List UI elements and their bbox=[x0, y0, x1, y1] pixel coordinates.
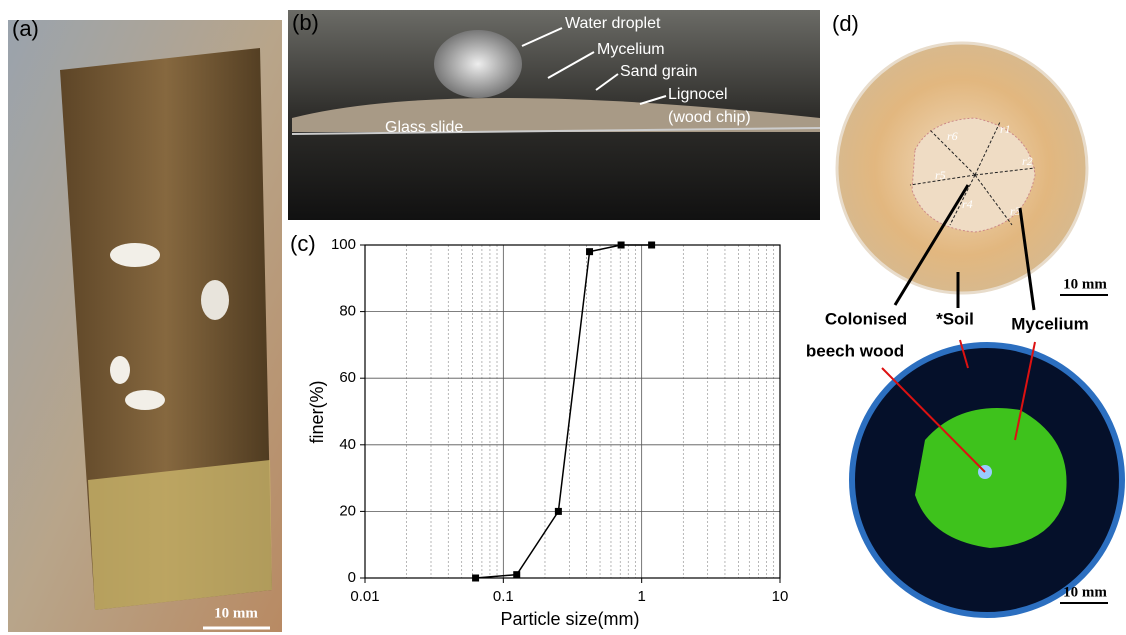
y-tick-label: 100 bbox=[331, 236, 356, 253]
data-line bbox=[476, 245, 652, 578]
panel-label: (b) bbox=[292, 10, 319, 35]
scale-bar-label: 10 mm bbox=[1063, 584, 1107, 600]
panel-c: (c) Particle size(mm) finer(%) 0 20 40 60 80… bbox=[290, 231, 788, 629]
mycelium-patch bbox=[110, 356, 130, 384]
annotation: Mycelium bbox=[597, 41, 665, 58]
annotation: (wood chip) bbox=[668, 109, 751, 126]
y-tick-label: 40 bbox=[339, 436, 356, 453]
radius-label: r5 bbox=[935, 168, 946, 182]
figure: (a) 10 mm (b) Water droplet Mycelium San… bbox=[0, 0, 1126, 635]
radius-label: r1 bbox=[1000, 122, 1011, 136]
water-droplet bbox=[434, 30, 522, 98]
radius-label: r4 bbox=[962, 197, 973, 211]
x-tick-label: 10 bbox=[772, 588, 789, 605]
data-point bbox=[648, 242, 655, 249]
radius-label: r2 bbox=[1022, 154, 1033, 168]
panel-label: (d) bbox=[832, 11, 859, 36]
x-tick-label: 1 bbox=[637, 588, 645, 605]
annotation: Colonised bbox=[825, 309, 907, 328]
panel-a: (a) 10 mm bbox=[8, 16, 282, 632]
annotation: Sand grain bbox=[620, 63, 697, 80]
panel-label: (a) bbox=[12, 16, 39, 41]
annotation: *Soil bbox=[936, 309, 974, 328]
mycelium-patch bbox=[201, 280, 229, 320]
data-point bbox=[513, 571, 520, 578]
data-point bbox=[586, 248, 593, 255]
annotation: beech wood bbox=[806, 341, 904, 360]
annotation: Mycelium bbox=[1011, 314, 1088, 333]
x-tick-label: 0.01 bbox=[350, 588, 379, 605]
annotation: Water droplet bbox=[565, 15, 661, 32]
y-tick-label: 20 bbox=[339, 502, 356, 519]
scale-bar-label: 10 mm bbox=[1063, 276, 1107, 292]
panel-d: (d) r1 r2 r3 r4 r5 r6 10 mm Colonised be… bbox=[806, 11, 1122, 615]
y-tick-label: 60 bbox=[339, 369, 356, 386]
data-point bbox=[555, 508, 562, 515]
column-base bbox=[88, 460, 272, 610]
x-axis-title: Particle size(mm) bbox=[500, 609, 639, 629]
plot-frame bbox=[365, 245, 780, 578]
annotation: Glass slide bbox=[385, 119, 463, 136]
mycelium-patch bbox=[110, 243, 160, 267]
data-point bbox=[472, 575, 479, 582]
mycelium-patch bbox=[125, 390, 165, 410]
y-axis-title: finer(%) bbox=[307, 380, 327, 443]
data-point bbox=[618, 242, 625, 249]
y-tick-label: 80 bbox=[339, 303, 356, 320]
radius-label: r6 bbox=[947, 129, 958, 143]
fluorescent-mycelium bbox=[915, 408, 1067, 548]
panel-label: (c) bbox=[290, 231, 316, 256]
panel-b: (b) Water droplet Mycelium Sand grain Li… bbox=[288, 10, 820, 220]
scale-bar-label: 10 mm bbox=[214, 605, 258, 621]
x-tick-label: 0.1 bbox=[493, 588, 514, 605]
annotation: Lignocel bbox=[668, 86, 728, 103]
y-tick-label: 0 bbox=[348, 569, 356, 586]
